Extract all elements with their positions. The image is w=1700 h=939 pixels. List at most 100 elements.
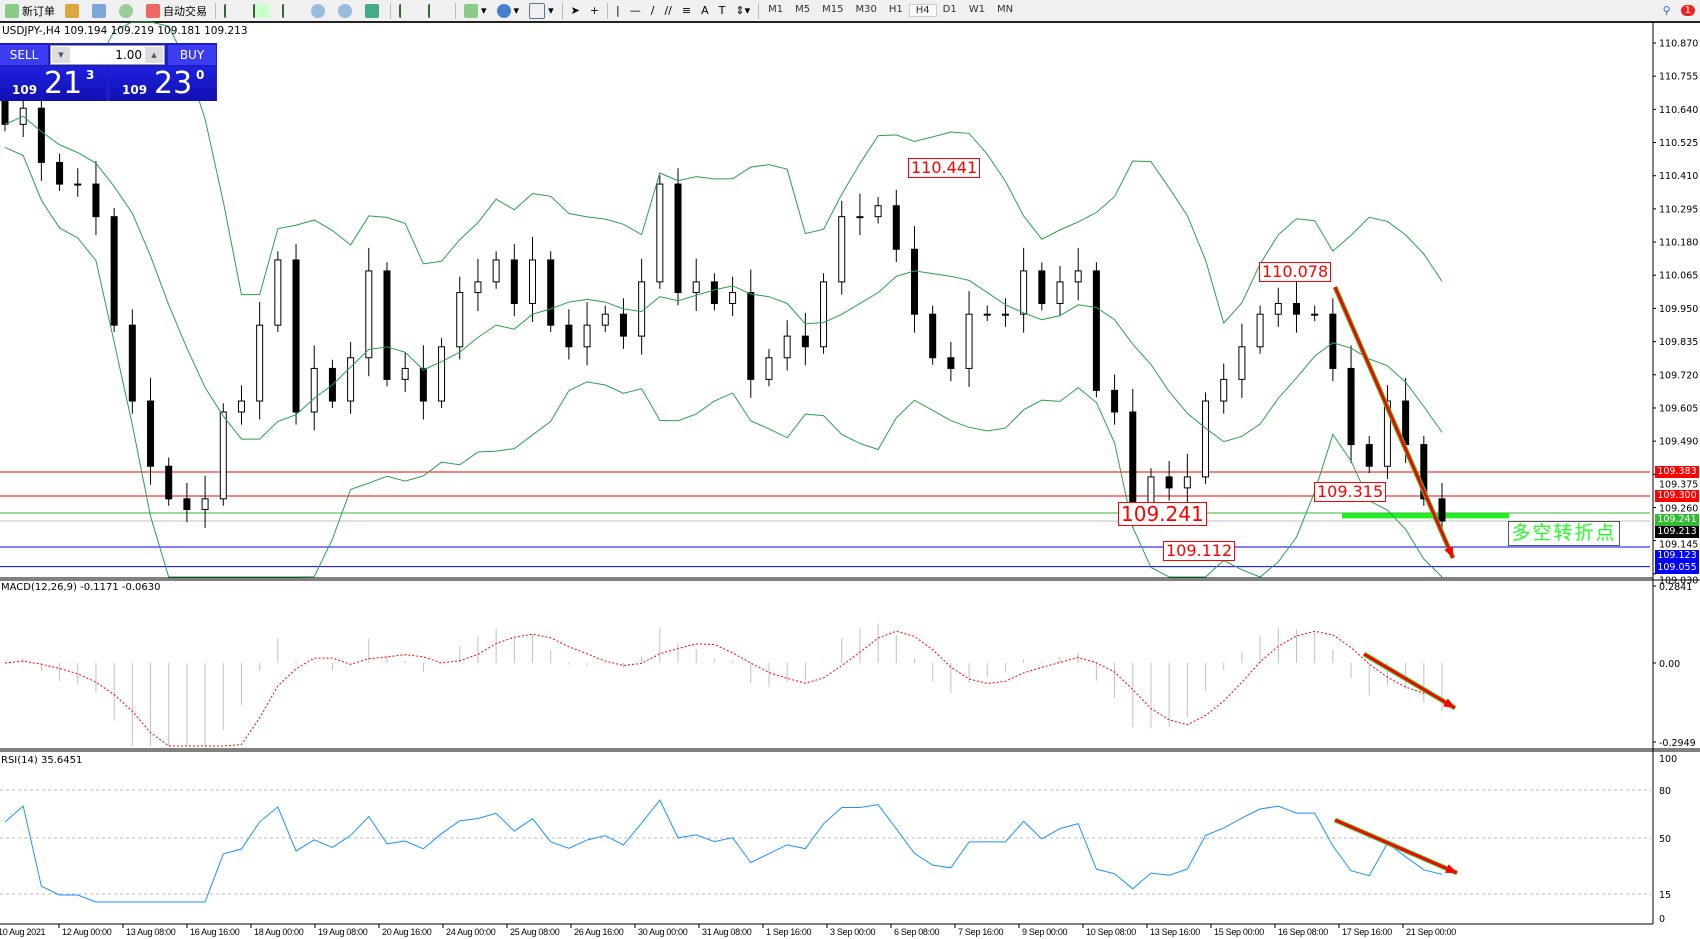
text-icon: A — [701, 4, 709, 17]
sell-price-fraction: 3 — [86, 68, 95, 82]
autoscroll-button[interactable] — [423, 1, 452, 21]
buy-price[interactable]: 109 23 0 — [110, 67, 216, 101]
zoom-out-button[interactable] — [333, 1, 360, 21]
price-axis-label: 109.030 — [1659, 575, 1698, 586]
bar-chart-button[interactable] — [219, 1, 248, 21]
terminal-button[interactable] — [87, 1, 114, 21]
bull-candle — [874, 205, 882, 218]
auto-trading-button[interactable]: 自动交易 — [141, 1, 212, 21]
lot-size-input[interactable]: ▼ 1.00 ▲ — [50, 45, 165, 65]
divider — [758, 2, 760, 19]
bull-candle — [692, 281, 700, 294]
bear-candle — [1092, 270, 1100, 391]
bull-candle — [474, 281, 482, 294]
zoom-in-button[interactable] — [306, 1, 333, 21]
vertical-line-button[interactable]: | — [611, 1, 625, 21]
periods-button[interactable]: ▾ — [492, 1, 525, 21]
bear-candle — [1038, 270, 1046, 305]
notification-badge: 1 — [1680, 5, 1695, 16]
bear-candle — [1347, 367, 1355, 446]
bear-candle — [383, 270, 391, 380]
bull-candle — [237, 400, 245, 413]
indicators-button[interactable]: ▾ — [459, 1, 492, 21]
candlestick-icon — [253, 3, 269, 18]
bear-candle — [910, 248, 918, 315]
fibonacci-icon: ≡ — [681, 4, 692, 17]
timeframe-m30[interactable]: M30 — [855, 4, 877, 15]
signal-icon — [119, 3, 133, 18]
bear-candle — [1129, 411, 1137, 511]
timeframe-m5[interactable]: M5 — [795, 4, 811, 15]
buy-price-big: 109 — [122, 83, 148, 97]
price-axis-label: 110.295 — [1659, 204, 1698, 215]
annotation-low[interactable]: 109.112 — [1163, 541, 1236, 561]
bear-candle — [183, 498, 191, 511]
sell-button[interactable]: SELL — [0, 45, 48, 65]
lot-size-value[interactable]: 1.00 — [115, 48, 142, 62]
bear-candle — [947, 357, 955, 369]
bear-candle — [1420, 444, 1428, 500]
turning-point-label[interactable]: 多空转折点 — [1508, 521, 1620, 546]
horizontal-line-button[interactable]: — — [625, 1, 646, 21]
annotation-recent-high[interactable]: 110.078 — [1259, 262, 1332, 282]
timeframe-w1[interactable]: W1 — [968, 4, 985, 15]
annotation-high[interactable]: 110.441 — [908, 158, 981, 178]
rsi-axis-label: 50 — [1659, 834, 1671, 845]
candles — [1, 83, 1446, 534]
text-label-icon: T — [718, 4, 726, 17]
timeframe-mn[interactable]: MN — [996, 4, 1014, 15]
time-axis-label: 9 Sep 00:00 — [1022, 927, 1068, 937]
price-tag: 109.383 — [1655, 465, 1699, 478]
text-button[interactable]: A — [696, 1, 714, 21]
bull-candle — [256, 324, 264, 402]
tile-windows-button[interactable] — [360, 1, 387, 21]
bear-candle — [1292, 303, 1300, 315]
bollinger-middle — [4, 115, 1443, 443]
candle-chart-button[interactable] — [248, 1, 277, 21]
timeframe-d1[interactable]: D1 — [942, 4, 957, 15]
timeframe-h1[interactable]: H1 — [888, 4, 903, 15]
channel-button[interactable]: // — [659, 1, 676, 21]
bull-candle — [1274, 303, 1282, 315]
timeframe-h4[interactable]: H4 — [908, 4, 937, 17]
chart-shift-button[interactable] — [394, 1, 423, 21]
bear-candle — [747, 292, 755, 380]
lot-increase-icon[interactable]: ▲ — [145, 47, 163, 63]
new-order-button[interactable]: 新订单 — [0, 1, 60, 21]
templates-button[interactable]: ▾ — [524, 1, 559, 21]
one-click-trading-panel: SELL ▼ 1.00 ▲ BUY 109 21 3 109 23 0 — [0, 43, 217, 101]
notifications-button[interactable]: 1 — [1676, 1, 1700, 21]
bull-candle — [1256, 313, 1264, 348]
price-axis-label: 110.870 — [1659, 39, 1698, 50]
trendline-button[interactable]: / — [646, 1, 660, 21]
fibonacci-button[interactable]: ≡ — [677, 1, 696, 21]
bear-candle — [1402, 400, 1410, 446]
sell-price[interactable]: 109 21 3 — [0, 67, 106, 101]
trendline-icon: / — [650, 4, 655, 17]
crosshair-button[interactable]: + — [585, 1, 604, 21]
lot-decrease-icon[interactable]: ▼ — [52, 47, 70, 63]
search-button[interactable]: ⚲ — [1658, 1, 1676, 21]
timeframe-m1[interactable]: M1 — [768, 4, 784, 15]
history-button[interactable] — [60, 1, 87, 21]
time-axis-label: 20 Aug 16:00 — [382, 927, 432, 937]
bull-candle — [310, 367, 318, 413]
bear-candle — [165, 465, 173, 500]
cursor-button[interactable]: ➤ — [566, 1, 585, 21]
rsi-axis-label: 80 — [1659, 786, 1671, 797]
buy-button[interactable]: BUY — [168, 45, 216, 65]
annotation-support[interactable]: 109.315 — [1314, 482, 1387, 502]
price-tag: 109.123 — [1655, 549, 1699, 562]
bull-candle — [983, 313, 991, 316]
text-label-button[interactable]: T — [714, 1, 731, 21]
bear-candle — [565, 324, 573, 348]
annotation-pivot[interactable]: 109.241 — [1118, 502, 1207, 526]
line-chart-button[interactable] — [277, 1, 306, 21]
timeframe-m15[interactable]: M15 — [822, 4, 844, 15]
signals-button[interactable] — [114, 1, 141, 21]
bear-candle — [56, 161, 64, 185]
price-tag: 109.241 — [1655, 513, 1699, 526]
price-axis-label: 109.835 — [1659, 337, 1698, 348]
arrows-button[interactable]: ⇕▾ — [730, 1, 755, 21]
